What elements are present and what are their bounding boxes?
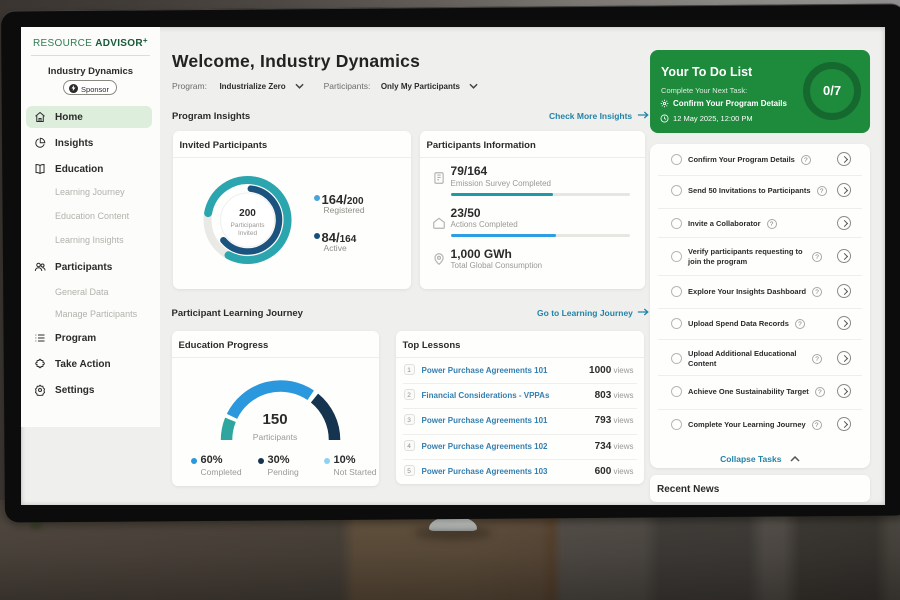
svg-text:Participants: Participants	[230, 222, 265, 229]
svg-text:Invited: Invited	[237, 230, 257, 237]
svg-text:200: 200	[239, 208, 256, 219]
